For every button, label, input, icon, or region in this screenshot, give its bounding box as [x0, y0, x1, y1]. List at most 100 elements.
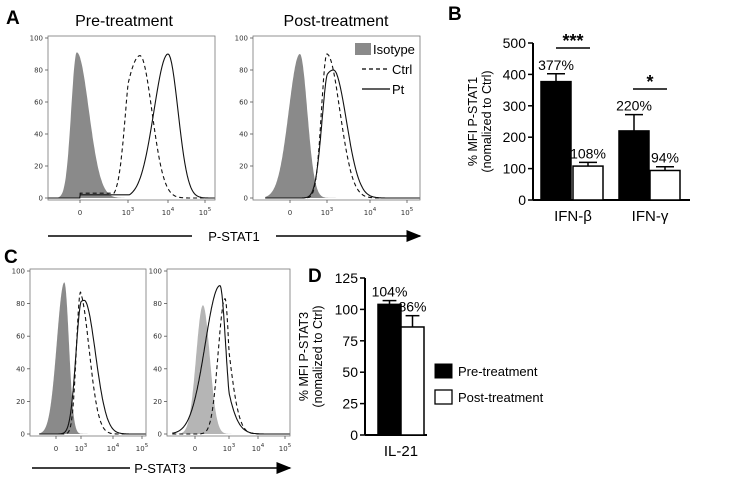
y-tick-label: 80 [153, 300, 162, 308]
x-tick-label: 104 [162, 207, 175, 217]
panel-label-b: B [448, 4, 462, 25]
y-tick-label: 20 [239, 163, 248, 171]
y-tick-label: 500 [503, 35, 527, 51]
panel-label-a: A [6, 8, 20, 29]
x-tick-label: 0 [54, 445, 58, 453]
y-tick-label: 40 [34, 131, 43, 139]
legend-label-pt: Pt [392, 82, 405, 97]
x-category-label: IFN-β [554, 208, 592, 225]
y-tick-label: 80 [34, 67, 43, 75]
y-tick-label: 0 [350, 427, 358, 443]
panel-label-c: C [4, 247, 18, 268]
legend-a: Isotype Ctrl Pt [355, 42, 415, 97]
y-tick-label: 60 [16, 333, 25, 341]
bar-post-treatment [400, 326, 425, 436]
y-tick-label: 0 [518, 192, 526, 208]
y-tick-label: 75 [342, 333, 358, 349]
y-tick-label: 40 [239, 131, 248, 139]
histogram-isotype [265, 54, 420, 198]
xlabel-pstat3: P-STAT3 [134, 461, 186, 476]
y-tick-label: 125 [335, 270, 359, 286]
data-label: 86% [398, 299, 426, 315]
x-tick-label: 0 [193, 445, 197, 453]
y-tick-label: 100 [503, 161, 527, 177]
x-tick-label: 105 [199, 207, 212, 217]
histogram-A-post: 0 20 40 60 80 100 0 103 104 105 [235, 35, 421, 217]
y-tick-label: 25 [342, 396, 358, 412]
title-post-treatment: Post-treatment [284, 13, 389, 30]
histogram-isotype [172, 305, 290, 434]
x-category-label: IL-21 [384, 443, 418, 460]
data-label: 94% [651, 150, 679, 166]
bar-chart-D: 0 25 50 75 100 125 % MFI P-STAT3 (nomalized to … [297, 270, 427, 460]
y-tick-label: 100 [235, 35, 248, 43]
significance-stars: * [646, 72, 653, 92]
histogram-pt [48, 53, 215, 199]
bar-post-treatment [572, 165, 604, 201]
histogram-pt [265, 69, 420, 199]
legend-label-pre: Pre-treatment [458, 364, 538, 379]
x-tick-label: 0 [288, 209, 292, 217]
y-tick-label: 40 [16, 365, 25, 373]
x-tick-label: 104 [107, 443, 120, 453]
histogram-C-post: 0 20 40 60 80 100 0 103 104 105 [149, 268, 292, 454]
x-tick-label: 0 [78, 209, 82, 217]
legend-d: Pre-treatment Post-treatment [434, 363, 544, 405]
histogram-isotype [48, 52, 215, 198]
x-tick-label: 104 [252, 443, 265, 453]
legend-swatch-pre [434, 363, 453, 379]
plot-frame [166, 268, 291, 437]
x-category-label: IFN-γ [632, 208, 669, 225]
y-tick-label: 0 [21, 431, 25, 439]
x-tick-label: 103 [321, 207, 334, 217]
bar-pre-treatment [377, 303, 402, 436]
y-tick-label: 60 [34, 99, 43, 107]
x-tick-label: 105 [136, 443, 149, 453]
data-label: 377% [538, 57, 574, 73]
plot-area [39, 282, 146, 435]
histogram-ctrl [39, 291, 146, 435]
x-tick-label: 103 [75, 443, 88, 453]
y-tick-label: 20 [34, 163, 43, 171]
bar-chart-B: 0 100 200 300 400 500 % MFI P-STAT1 (nomalized … [466, 31, 690, 225]
legend-label-ctrl: Ctrl [392, 62, 412, 77]
bar-pre-treatment [618, 130, 650, 201]
histogram-C-pre: 0 20 40 60 80 100 0 103 104 105 [12, 268, 149, 454]
y-tick-label: 300 [503, 98, 527, 114]
plot-frame [29, 268, 147, 437]
legend-label-isotype: Isotype [373, 42, 415, 57]
y-tick-label: 20 [153, 398, 162, 406]
data-label: 108% [570, 145, 606, 161]
y-tick-label: 80 [16, 300, 25, 308]
y-tick-label: 100 [12, 268, 25, 276]
y-tick-label: 200 [503, 129, 527, 145]
plot-area [48, 52, 215, 199]
plot-frame [47, 35, 216, 201]
y-tick-label: 50 [342, 364, 358, 380]
x-tick-label: 103 [122, 207, 135, 217]
y-tick-label: 0 [39, 195, 43, 203]
plot-frame [252, 35, 421, 201]
y-axis-label: % MFI P-STAT3 [297, 312, 311, 401]
legend-label-post: Post-treatment [458, 390, 544, 405]
y-axis-label: % MFI P-STAT1 [466, 77, 480, 166]
data-label: 104% [372, 284, 408, 300]
y-tick-label: 100 [30, 35, 43, 43]
y-axis-label-sub: (nomalized to Ctrl) [480, 70, 494, 172]
y-tick-label: 60 [153, 333, 162, 341]
y-tick-label: 400 [503, 66, 527, 82]
y-tick-label: 0 [244, 195, 248, 203]
histogram-pt [172, 285, 290, 435]
x-tick-label: 103 [223, 443, 236, 453]
bar-pre-treatment [540, 80, 572, 201]
x-tick-label: 105 [279, 443, 292, 453]
y-tick-label: 100 [335, 301, 359, 317]
data-label: 220% [616, 98, 652, 114]
histogram-ctrl [172, 297, 290, 435]
panel-label-d: D [308, 266, 322, 287]
y-tick-label: 40 [153, 365, 162, 373]
x-tick-label: 104 [364, 207, 377, 217]
bar-post-treatment [649, 169, 681, 201]
plot-area [172, 285, 290, 435]
y-tick-label: 80 [239, 67, 248, 75]
